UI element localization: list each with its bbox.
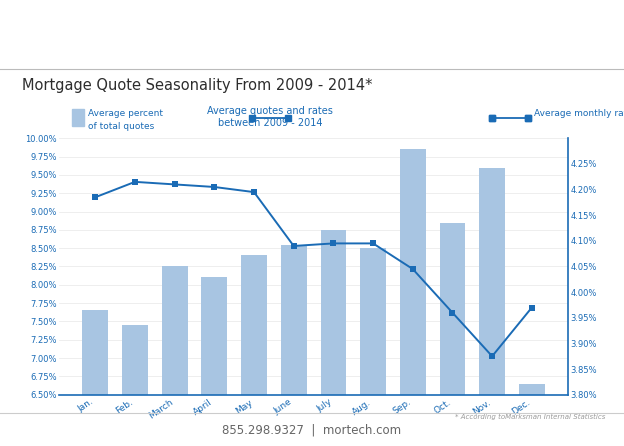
Text: Average monthly rate: Average monthly rate: [534, 109, 624, 119]
Text: between 2009 - 2014: between 2009 - 2014: [218, 118, 322, 128]
Text: MORTECH: MORTECH: [66, 21, 139, 34]
Bar: [479, 168, 505, 446]
Bar: [72, 109, 84, 126]
Bar: [122, 325, 148, 446]
Bar: [439, 223, 466, 446]
Text: * According toMarksman Internal Statistics: * According toMarksman Internal Statisti…: [455, 414, 605, 420]
Bar: [519, 384, 545, 446]
Bar: [82, 310, 108, 446]
Bar: [281, 244, 306, 446]
Text: Average quotes and rates: Average quotes and rates: [207, 106, 333, 116]
Text: Mortgage Quote Seasonality From 2009 - 2014*: Mortgage Quote Seasonality From 2009 - 2…: [22, 78, 373, 93]
Text: of total quotes: of total quotes: [88, 122, 154, 131]
Bar: [202, 277, 227, 446]
Bar: [241, 256, 267, 446]
Text: 855.298.9327  |  mortech.com: 855.298.9327 | mortech.com: [222, 423, 402, 436]
Bar: [321, 230, 346, 446]
Bar: [162, 267, 188, 446]
Bar: [360, 248, 386, 446]
Text: a Zillow Group business: a Zillow Group business: [85, 51, 151, 57]
Bar: [400, 149, 426, 446]
Text: ®: ®: [173, 17, 180, 22]
Text: Average percent: Average percent: [88, 109, 163, 119]
